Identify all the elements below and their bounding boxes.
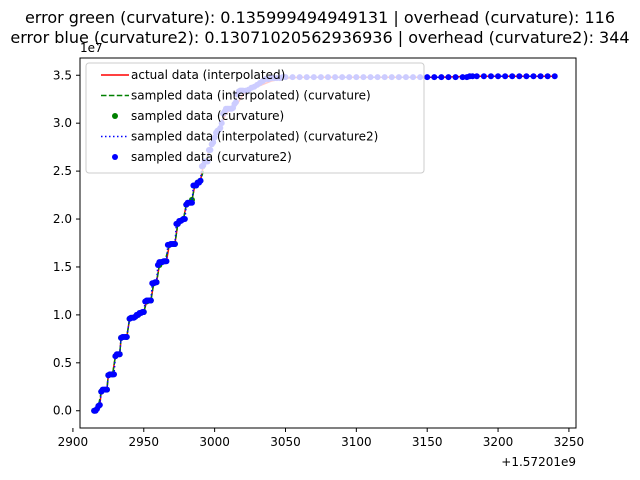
y-tick-label: 3.5 (53, 68, 72, 82)
curvature2-sample-point (509, 73, 516, 80)
y-tick-label: 1.0 (53, 308, 72, 322)
curvature2-sample-point (544, 73, 551, 80)
chart-title-line-2: error blue (curvature2): 0.1307102056293… (10, 28, 630, 47)
curvature2-sample-point (551, 73, 558, 80)
legend-label: sampled data (interpolated) (curvature) (131, 89, 371, 103)
curvature2-sample-point (431, 74, 438, 81)
curvature2-sample-point (487, 73, 494, 80)
curvature2-sample-point (438, 74, 445, 81)
y-tick-label: 0.5 (53, 356, 72, 370)
curvature2-sample-point (473, 73, 480, 80)
y-tick-label: 2.5 (53, 164, 72, 178)
x-tick-label: 3200 (483, 435, 514, 449)
plot-frame (79, 57, 577, 429)
curvature2-sample-point (452, 74, 459, 81)
legend-marker (112, 154, 118, 160)
curvature2-sample-point (537, 73, 544, 80)
curvature2-sample-point (197, 177, 204, 184)
y-tick-label: 1.5 (53, 260, 72, 274)
x-tick-label: 3100 (341, 435, 372, 449)
curvature2-sample-point (495, 73, 502, 80)
curvature2-sample-point (153, 279, 160, 286)
x-tick-label: 3000 (199, 435, 230, 449)
curvature2-sample-point (103, 386, 110, 393)
curvature2-sample-point (181, 216, 188, 223)
legend-label: sampled data (interpolated) (curvature2) (131, 130, 378, 144)
x-tick-label: 3150 (412, 435, 443, 449)
legend-label: sampled data (curvature2) (131, 150, 292, 164)
y-multiplier-label: 1e7 (80, 41, 103, 55)
curvature2-sample-point (516, 73, 523, 80)
legend: actual data (interpolated) sampled data (… (85, 62, 425, 174)
curvature2-sample-point (469, 73, 476, 80)
x-tick-label: 2900 (58, 435, 89, 449)
curvature2-sample-point (171, 240, 178, 247)
curvature2-sample-point (140, 309, 147, 316)
y-tick-label: 2.0 (53, 212, 72, 226)
curvature2-sample-point (123, 333, 130, 340)
curvature2-sample-point (96, 401, 103, 408)
x-tick-label: 3250 (554, 435, 585, 449)
curvature2-sample-point (530, 73, 537, 80)
curvature2-sample-point (480, 73, 487, 80)
x-tick-label: 3050 (270, 435, 301, 449)
legend-label: actual data (interpolated) (131, 68, 285, 82)
curvature2-sample-point (147, 297, 154, 304)
curvature2-sample-point (445, 74, 452, 81)
legend-marker (112, 113, 118, 119)
curvature2-sample-point (188, 199, 195, 206)
curvature2-sample-point (424, 74, 431, 81)
legend-label: sampled data (curvature) (131, 109, 284, 123)
x-tick-label: 2950 (128, 435, 159, 449)
curvature2-sample-point (111, 371, 118, 378)
curvature2-sample-point (116, 351, 123, 358)
y-tick-label: 3.0 (53, 116, 72, 130)
x-offset-label: +1.57201e9 (501, 455, 576, 469)
chart-title-line-1: error green (curvature): 0.1359994949491… (24, 8, 616, 27)
y-tick-label: 0.0 (53, 404, 72, 418)
curvature2-sample-point (163, 258, 170, 265)
curvature2-sample-point (459, 74, 466, 81)
axis-ticks: 2900 2950 3000 3050 3100 3150 3200 3250 0.0 0.5 1.… (53, 68, 584, 449)
curvature2-sample-point (502, 73, 509, 80)
legend-box (85, 62, 425, 174)
curvature2-sample-point (523, 73, 530, 80)
